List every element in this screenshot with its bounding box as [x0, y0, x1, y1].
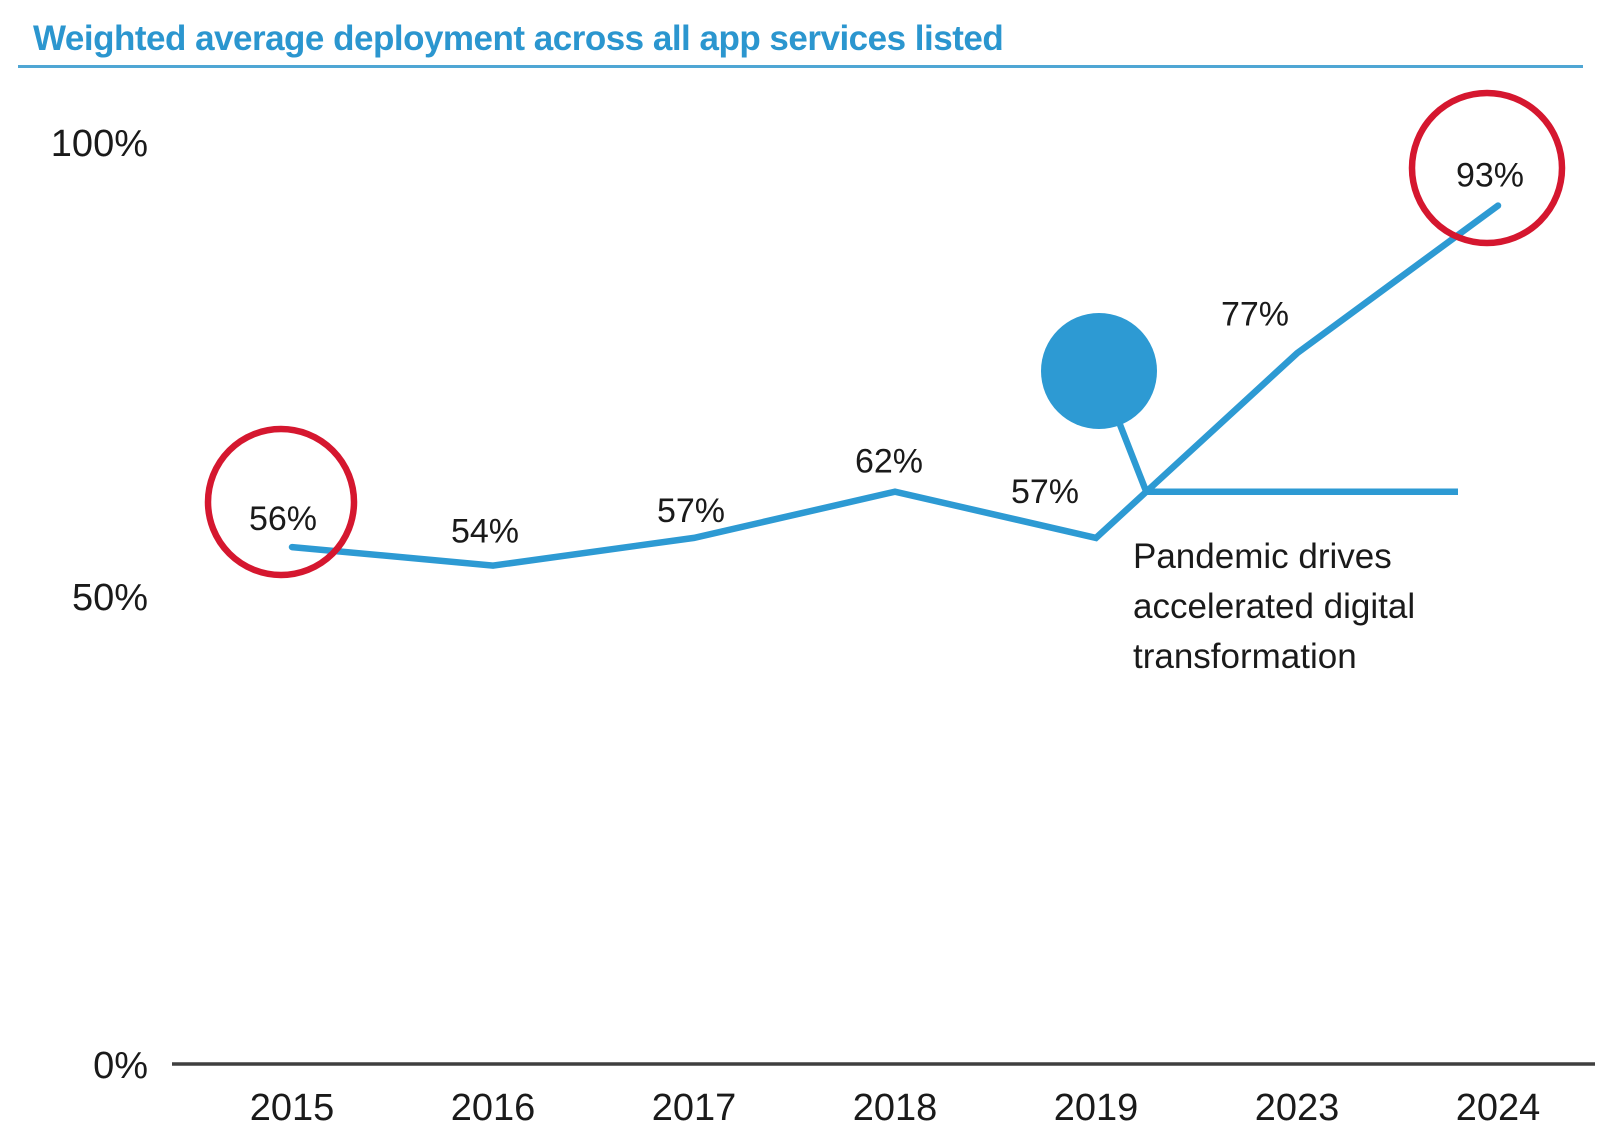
- data-label-2018: 62%: [855, 443, 923, 481]
- y-axis-tick-label: 0%: [93, 1045, 148, 1087]
- y-axis-tick-label: 100%: [51, 123, 148, 165]
- x-axis-label-2019: 2019: [1054, 1087, 1139, 1129]
- data-label-2019: 57%: [1011, 473, 1079, 511]
- x-axis-label-2023: 2023: [1255, 1087, 1340, 1129]
- annotation-text-line: accelerated digital: [1133, 587, 1415, 626]
- x-axis-label-2015: 2015: [250, 1087, 335, 1129]
- x-axis-label-2018: 2018: [853, 1087, 938, 1129]
- data-label-2024: 93%: [1456, 157, 1524, 195]
- data-label-2023: 77%: [1221, 295, 1289, 333]
- data-label-2017: 57%: [657, 492, 725, 530]
- data-label-2015: 56%: [249, 500, 317, 538]
- data-line: [288, 202, 1502, 569]
- page-title: Weighted average deployment across all a…: [33, 19, 1004, 58]
- x-axis-label-2017: 2017: [652, 1087, 737, 1129]
- data-label-2016: 54%: [451, 513, 519, 551]
- callout-circle: [1041, 313, 1157, 429]
- annotation-text-line: Pandemic drives: [1133, 537, 1392, 576]
- x-axis-label-2024: 2024: [1456, 1087, 1541, 1129]
- x-axis-label-2016: 2016: [451, 1087, 536, 1129]
- annotation-text-line: transformation: [1133, 637, 1357, 676]
- title-underline: [18, 65, 1583, 68]
- highlight-circle-2015: [204, 425, 358, 579]
- highlight-circle-2024: [1408, 89, 1566, 247]
- y-axis-tick-label: 50%: [72, 577, 148, 619]
